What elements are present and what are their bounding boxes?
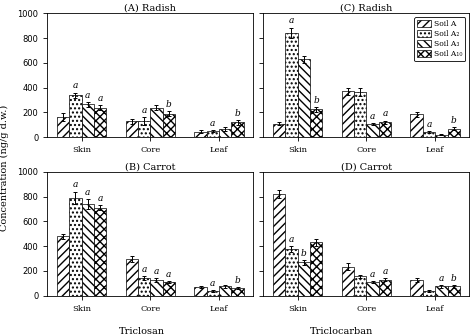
Bar: [69, 95, 82, 137]
Bar: [342, 266, 354, 296]
Bar: [379, 280, 391, 296]
Bar: [126, 259, 138, 296]
Title: (A) Radish: (A) Radish: [124, 4, 176, 13]
Text: a: a: [97, 194, 103, 203]
Bar: [138, 121, 150, 137]
Text: b: b: [166, 100, 172, 109]
Text: b: b: [313, 96, 319, 105]
Bar: [138, 278, 150, 296]
Bar: [57, 117, 69, 137]
Text: b: b: [451, 116, 456, 125]
Text: a: a: [141, 265, 147, 274]
Bar: [231, 122, 244, 137]
Bar: [82, 104, 94, 137]
Text: a: a: [73, 180, 78, 190]
Bar: [194, 132, 207, 137]
Bar: [435, 286, 447, 296]
Bar: [207, 291, 219, 296]
Text: Triclocarban: Triclocarban: [310, 327, 373, 336]
Bar: [366, 282, 379, 296]
Text: a: a: [370, 269, 375, 279]
Text: a: a: [382, 266, 388, 276]
Bar: [57, 236, 69, 296]
Bar: [82, 204, 94, 296]
Bar: [435, 135, 447, 137]
Bar: [310, 110, 322, 137]
Bar: [285, 33, 298, 137]
Title: (B) Carrot: (B) Carrot: [125, 162, 175, 171]
Bar: [163, 282, 175, 296]
Text: b: b: [451, 274, 456, 283]
Text: b: b: [301, 249, 307, 258]
Bar: [298, 262, 310, 296]
Bar: [219, 129, 231, 137]
Bar: [69, 198, 82, 296]
Title: (C) Radish: (C) Radish: [340, 4, 392, 13]
Text: a: a: [85, 188, 91, 197]
Bar: [219, 286, 231, 296]
Bar: [447, 286, 460, 296]
Bar: [410, 280, 423, 296]
Bar: [423, 132, 435, 137]
Text: a: a: [85, 91, 91, 100]
Bar: [342, 91, 354, 137]
Text: b: b: [235, 109, 240, 118]
Text: a: a: [97, 94, 103, 103]
Bar: [94, 208, 106, 296]
Bar: [354, 92, 366, 137]
Bar: [94, 108, 106, 137]
Text: Concentration (ng/g d.w.): Concentration (ng/g d.w.): [0, 105, 9, 231]
Title: (D) Carrot: (D) Carrot: [341, 162, 392, 171]
Bar: [273, 194, 285, 296]
Bar: [126, 121, 138, 137]
Text: Triclosan: Triclosan: [119, 327, 165, 336]
Text: a: a: [141, 106, 147, 115]
Text: a: a: [210, 119, 216, 128]
Bar: [310, 243, 322, 296]
Bar: [150, 108, 163, 137]
Bar: [194, 287, 207, 296]
Text: a: a: [154, 267, 159, 276]
Bar: [231, 288, 244, 296]
Bar: [379, 122, 391, 137]
Legend: Soil A, Soil A₂, Soil A₃, Soil A₁₀: Soil A, Soil A₂, Soil A₃, Soil A₁₀: [414, 17, 465, 61]
Text: a: a: [370, 112, 375, 121]
Bar: [273, 124, 285, 137]
Bar: [298, 59, 310, 137]
Bar: [354, 277, 366, 296]
Text: a: a: [438, 274, 444, 283]
Text: a: a: [166, 269, 172, 279]
Bar: [423, 291, 435, 296]
Bar: [285, 249, 298, 296]
Text: a: a: [73, 81, 78, 90]
Bar: [163, 114, 175, 137]
Bar: [207, 131, 219, 137]
Text: a: a: [210, 279, 216, 288]
Text: a: a: [426, 120, 432, 129]
Bar: [366, 124, 379, 137]
Bar: [150, 280, 163, 296]
Text: b: b: [235, 276, 240, 285]
Text: a: a: [289, 235, 294, 244]
Bar: [447, 129, 460, 137]
Text: a: a: [382, 109, 388, 118]
Text: a: a: [289, 16, 294, 26]
Bar: [410, 114, 423, 137]
